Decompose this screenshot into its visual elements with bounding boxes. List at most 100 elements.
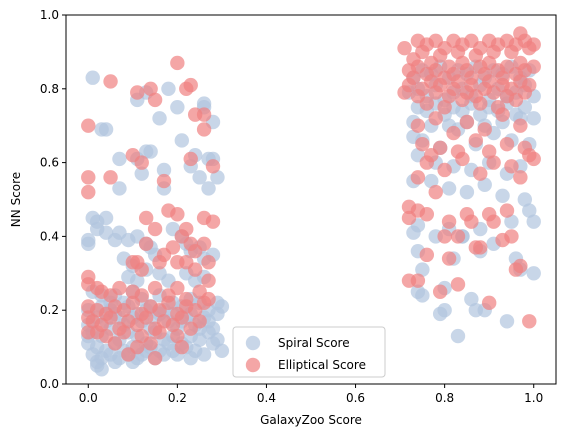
- data-point-elliptical: [138, 310, 154, 325]
- data-point-elliptical: [170, 55, 185, 71]
- data-point-elliptical: [138, 210, 154, 226]
- data-point-elliptical: [410, 273, 426, 288]
- data-point-elliptical: [450, 74, 466, 89]
- data-point-elliptical: [183, 77, 198, 93]
- data-point-elliptical: [205, 214, 221, 229]
- data-point-spiral: [134, 166, 149, 181]
- legend-label-elliptical: Elliptical Score: [278, 358, 366, 372]
- data-point-elliptical: [116, 325, 132, 340]
- legend-box: [232, 326, 386, 378]
- data-point-elliptical: [499, 136, 515, 152]
- data-point-elliptical: [419, 155, 435, 170]
- data-point-elliptical: [81, 118, 96, 133]
- data-point-elliptical: [455, 151, 470, 167]
- data-point-elliptical: [201, 255, 216, 270]
- data-point-elliptical: [437, 162, 452, 178]
- data-point-spiral: [214, 343, 230, 358]
- data-point-spiral: [201, 181, 216, 196]
- data-point-elliptical: [455, 92, 470, 108]
- data-point-elliptical: [183, 151, 198, 167]
- data-point-elliptical: [481, 295, 497, 311]
- data-point-elliptical: [81, 170, 96, 185]
- data-point-elliptical: [192, 314, 207, 329]
- x-tick-label: 0.2: [168, 391, 187, 405]
- data-point-spiral: [441, 181, 457, 196]
- x-axis-label: GalaxyZoo Score: [260, 413, 362, 427]
- data-point-elliptical: [464, 77, 479, 93]
- data-point-elliptical: [437, 100, 452, 115]
- data-point-spiral: [170, 100, 185, 115]
- data-point-spiral: [94, 362, 109, 377]
- data-point-spiral: [415, 262, 430, 277]
- data-point-elliptical: [170, 328, 185, 344]
- data-point-elliptical: [468, 133, 484, 148]
- data-point-elliptical: [419, 207, 435, 222]
- data-point-spiral: [183, 350, 198, 366]
- data-point-elliptical: [410, 118, 426, 133]
- data-point-elliptical: [161, 295, 176, 311]
- data-point-elliptical: [432, 77, 448, 93]
- y-tick-label: 0.4: [40, 229, 59, 243]
- data-point-elliptical: [481, 74, 497, 89]
- data-point-elliptical: [504, 159, 519, 174]
- data-point-spiral: [450, 328, 466, 344]
- data-point-spiral: [464, 291, 479, 307]
- data-point-spiral: [192, 170, 207, 185]
- data-point-elliptical: [125, 295, 141, 311]
- data-point-spiral: [98, 122, 114, 137]
- data-point-elliptical: [196, 295, 212, 311]
- data-point-spiral: [85, 70, 100, 85]
- data-point-elliptical: [410, 170, 426, 185]
- data-point-spiral: [210, 170, 225, 185]
- legend-marker-elliptical: [245, 357, 261, 373]
- data-point-elliptical: [130, 339, 145, 355]
- data-point-spiral: [156, 162, 172, 178]
- data-point-spiral: [112, 151, 127, 167]
- points-layer: [81, 26, 541, 377]
- data-point-spiral: [495, 188, 510, 204]
- data-point-elliptical: [513, 170, 528, 185]
- data-point-elliptical: [401, 77, 417, 93]
- data-point-elliptical: [504, 229, 519, 244]
- plot-frame: [65, 14, 557, 385]
- data-point-elliptical: [134, 262, 149, 277]
- data-point-spiral: [522, 203, 537, 218]
- data-point-elliptical: [446, 125, 461, 141]
- data-point-elliptical: [147, 221, 163, 237]
- data-point-elliptical: [419, 96, 435, 111]
- data-point-elliptical: [103, 74, 118, 89]
- data-point-elliptical: [522, 314, 537, 329]
- data-point-spiral: [424, 173, 439, 189]
- data-point-elliptical: [81, 310, 96, 325]
- data-point-elliptical: [147, 92, 163, 108]
- data-point-elliptical: [473, 166, 488, 181]
- data-point-spiral: [459, 184, 475, 200]
- data-point-elliptical: [499, 203, 515, 218]
- data-point-elliptical: [473, 96, 488, 111]
- data-point-elliptical: [441, 214, 457, 229]
- data-point-elliptical: [187, 262, 203, 277]
- data-point-spiral: [81, 236, 96, 251]
- x-tick-label: 0.6: [346, 391, 365, 405]
- legend-marker-spiral: [245, 335, 261, 351]
- data-point-spiral: [196, 347, 212, 362]
- data-point-elliptical: [103, 170, 118, 185]
- x-tick-label: 1.0: [524, 391, 543, 405]
- data-point-spiral: [526, 266, 541, 281]
- data-point-elliptical: [134, 155, 149, 170]
- x-tick-label: 0.8: [435, 391, 454, 405]
- data-point-spiral: [499, 314, 515, 329]
- data-point-elliptical: [201, 273, 216, 288]
- data-point-spiral: [526, 214, 541, 229]
- data-point-elliptical: [495, 107, 510, 122]
- data-point-elliptical: [464, 214, 479, 229]
- data-point-elliptical: [89, 325, 105, 340]
- data-point-spiral: [174, 133, 190, 148]
- data-point-elliptical: [143, 336, 158, 351]
- data-point-spiral: [517, 192, 533, 207]
- data-point-elliptical: [508, 92, 524, 108]
- data-point-elliptical: [441, 251, 457, 266]
- x-tick-label: 0.0: [79, 391, 98, 405]
- data-point-elliptical: [459, 114, 475, 130]
